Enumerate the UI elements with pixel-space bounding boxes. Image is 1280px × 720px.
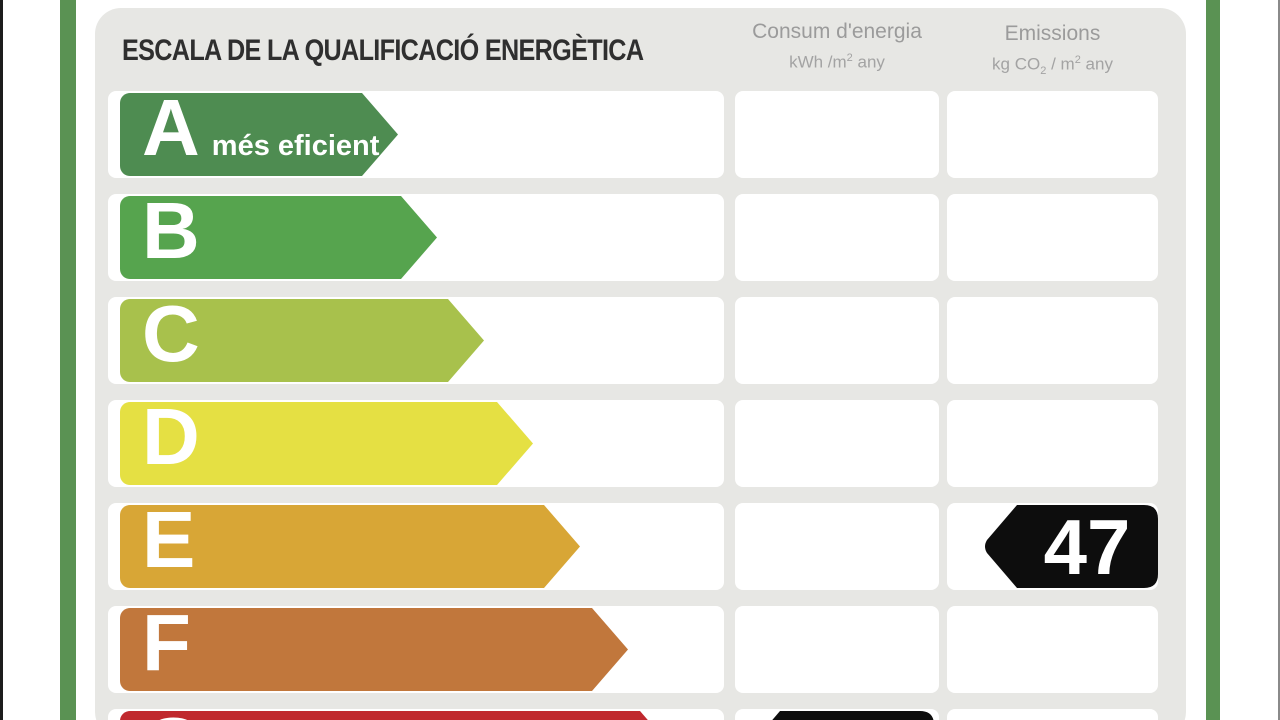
- rating-letter-f: F: [142, 598, 191, 687]
- consum-header-units: kWh /m2 any: [789, 52, 885, 72]
- consum-cell-row-g: [735, 709, 939, 720]
- rating-bar-c: C: [120, 299, 484, 382]
- rating-row-g: G: [95, 709, 1186, 720]
- consum-cell-row-e: [735, 503, 939, 590]
- rating-bar-e: E: [120, 505, 580, 588]
- page-edge-left: [0, 0, 3, 720]
- rating-bar-g: G: [120, 711, 676, 720]
- most-efficient-label: més eficient: [211, 130, 380, 162]
- emissions-value-arrow: 47: [985, 505, 1158, 588]
- emissions-cell-row-e: 47: [947, 503, 1158, 590]
- rating-letter-e: E: [142, 495, 196, 584]
- rating-bar-b: B: [120, 196, 437, 279]
- emissions-cell-row-a: [947, 91, 1158, 178]
- rating-row-f: F: [95, 606, 1186, 693]
- bar-track-g: G: [108, 709, 724, 720]
- rating-row-e: E 47: [95, 503, 1186, 590]
- emissions-cell-row-d: [947, 400, 1158, 487]
- rating-row-b: B: [95, 194, 1186, 281]
- green-border-stripe-right: [1206, 0, 1220, 720]
- rating-letter-b: B: [142, 186, 200, 275]
- rating-letter-c: C: [142, 289, 200, 378]
- rating-letter-d: D: [142, 392, 200, 481]
- scale-title: ESCALA DE LA QUALIFICACIÓ ENERGÈTICA: [122, 34, 644, 67]
- consum-value-arrow-partial: [772, 711, 934, 720]
- emissions-header-units: kg CO2 / m2 any: [992, 54, 1113, 78]
- bar-track-e: E: [108, 503, 724, 590]
- consum-cell-row-d: [735, 400, 939, 487]
- bar-track-d: D: [108, 400, 724, 487]
- emissions-cell-row-f: [947, 606, 1158, 693]
- consum-cell-row-f: [735, 606, 939, 693]
- bar-track-b: B: [108, 194, 724, 281]
- column-header-emissions: Emissions kg CO2 / m2 any: [947, 22, 1158, 77]
- rating-letter-g: G: [142, 701, 204, 720]
- consum-cell-row-b: [735, 194, 939, 281]
- bar-track-f: F: [108, 606, 724, 693]
- consum-header-label: Consum d'energia: [752, 20, 922, 43]
- green-border-stripe-left: [60, 0, 76, 720]
- emissions-cell-row-g: [947, 709, 1158, 720]
- rating-bar-d: D: [120, 402, 533, 485]
- rating-row-d: D: [95, 400, 1186, 487]
- consum-cell-row-c: [735, 297, 939, 384]
- emissions-cell-row-c: [947, 297, 1158, 384]
- page-edge-right: [1278, 0, 1280, 720]
- consum-cell-row-a: [735, 91, 939, 178]
- rating-bar-f: F: [120, 608, 628, 691]
- emissions-value: 47: [1044, 505, 1131, 588]
- rating-letter-a: A: [142, 83, 200, 172]
- column-header-consum: Consum d'energia kWh /m2 any: [735, 20, 939, 73]
- bar-track-c: C: [108, 297, 724, 384]
- emissions-header-label: Emissions: [1004, 22, 1101, 45]
- emissions-cell-row-b: [947, 194, 1158, 281]
- rating-row-c: C: [95, 297, 1186, 384]
- rating-scale-panel: ESCALA DE LA QUALIFICACIÓ ENERGÈTICA Con…: [95, 8, 1186, 720]
